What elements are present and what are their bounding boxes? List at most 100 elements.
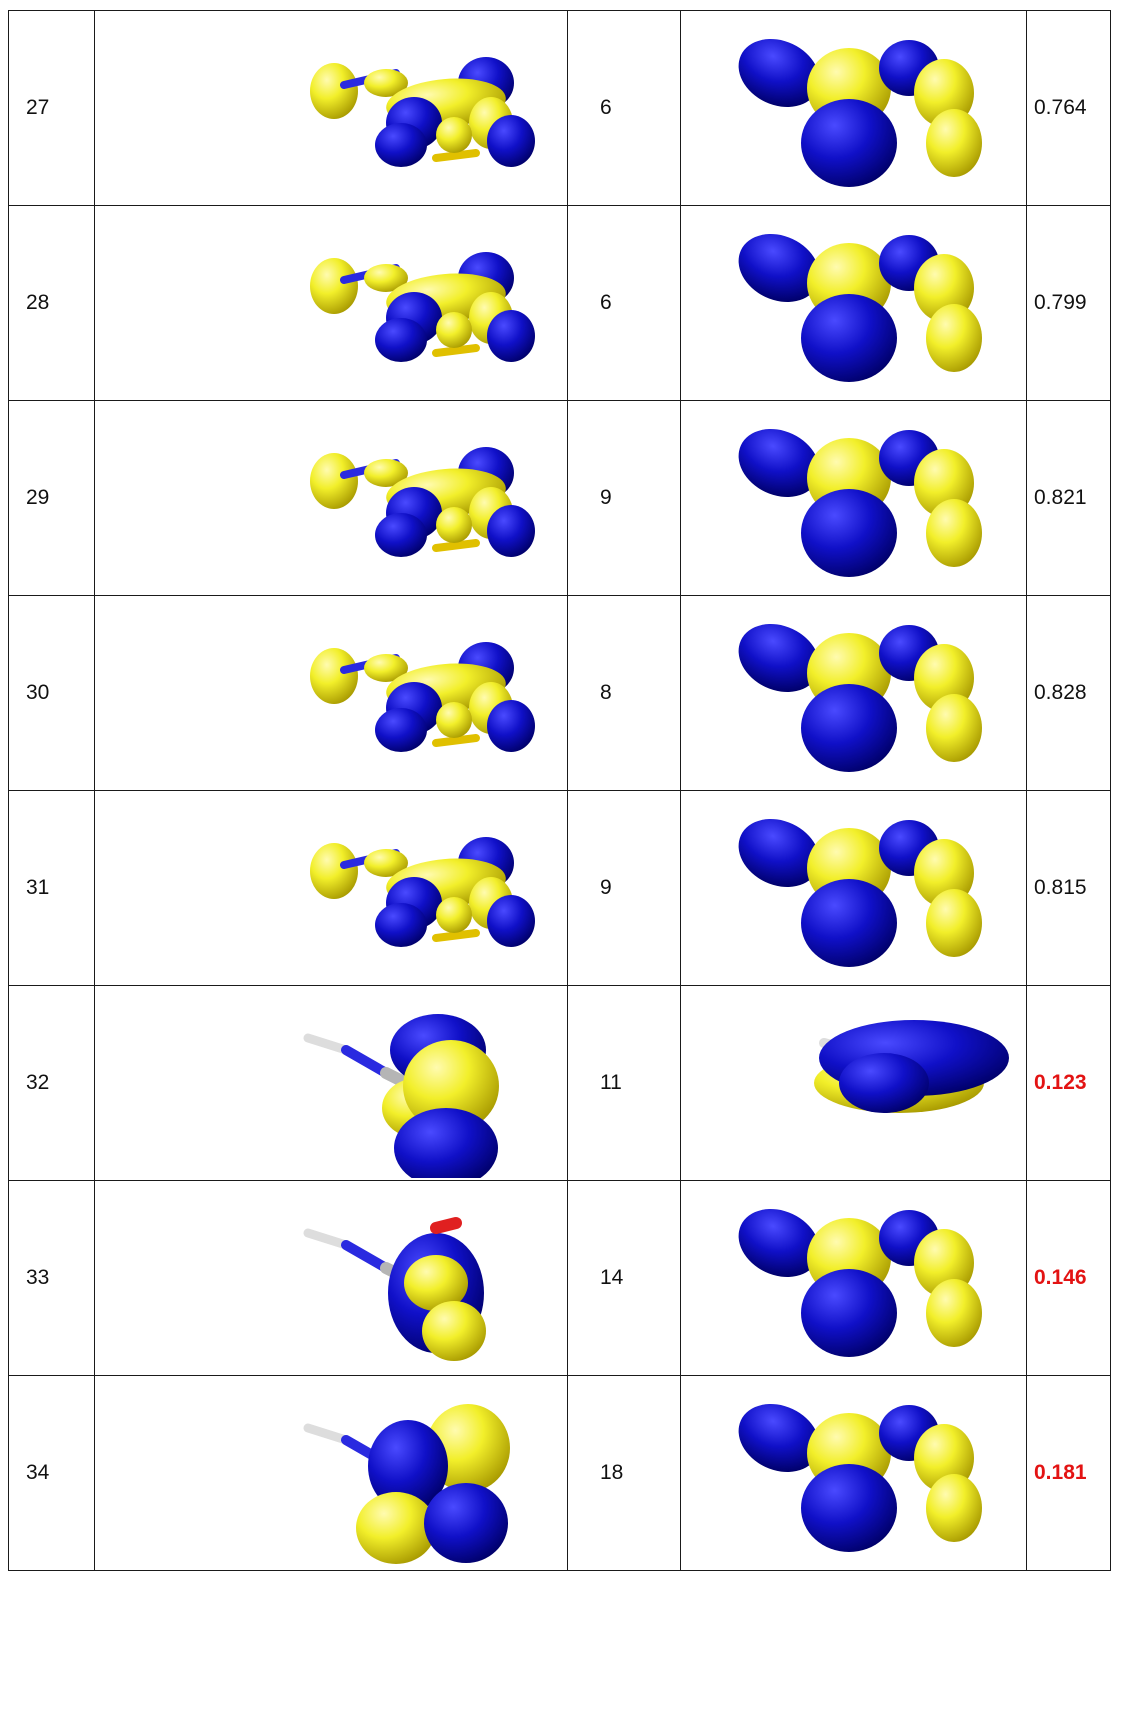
- orbital-render: [303, 1217, 486, 1361]
- positive-lobe: [310, 648, 358, 704]
- negative-lobe: [738, 1208, 819, 1278]
- negative-lobe: [368, 1420, 448, 1512]
- row-count: 6: [567, 205, 681, 401]
- orbital-image-b: [680, 400, 1027, 596]
- orbital-render: [310, 252, 535, 362]
- negative-lobe: [375, 513, 427, 557]
- row-id: 32: [8, 985, 95, 1181]
- negative-lobe: [375, 708, 427, 752]
- orbital-image-a: [94, 985, 568, 1181]
- positive-lobe: [364, 459, 408, 487]
- orbital-image-b: [680, 1375, 1027, 1571]
- orbital-table: 27 6 0.764 28 6 0.799 29: [8, 10, 1111, 1571]
- bond-stick: [303, 1228, 351, 1250]
- negative-lobe: [738, 38, 819, 108]
- positive-lobe: [925, 1474, 982, 1542]
- orbital-render: [310, 837, 535, 947]
- table-row: 29 9 0.821: [8, 400, 1111, 596]
- positive-lobe: [310, 258, 358, 314]
- row-id: 33: [8, 1180, 95, 1376]
- orbital-render: [303, 1404, 510, 1564]
- positive-lobe: [310, 63, 358, 119]
- row-count: 18: [567, 1375, 681, 1571]
- orbital-image-a: [94, 10, 568, 206]
- table-row: 32 11 0.123: [8, 985, 1111, 1181]
- positive-lobe: [925, 304, 982, 372]
- orbital-image-b: [680, 205, 1027, 401]
- positive-lobe: [925, 499, 982, 567]
- orbital-image-a: [94, 790, 568, 986]
- table-row: 31 9 0.815: [8, 790, 1111, 986]
- row-count: 8: [567, 595, 681, 791]
- orbital-image-b: [680, 1180, 1027, 1376]
- negative-lobe: [800, 879, 897, 967]
- orbital-image-b: [680, 595, 1027, 791]
- row-value: 0.815: [1026, 790, 1111, 986]
- orbital-image-a: [94, 205, 568, 401]
- table-row: 33 14 0.146: [8, 1180, 1111, 1376]
- negative-lobe: [394, 1108, 498, 1178]
- orbital-image-a: [94, 400, 568, 596]
- row-value: 0.764: [1026, 10, 1111, 206]
- positive-lobe: [364, 69, 408, 97]
- bond-stick: [432, 734, 480, 747]
- positive-lobe: [436, 312, 472, 348]
- bond-stick: [432, 929, 480, 942]
- negative-lobe: [738, 233, 819, 303]
- positive-lobe: [404, 1255, 468, 1311]
- orbital-render: [738, 1208, 982, 1357]
- row-id: 28: [8, 205, 95, 401]
- orbital-render: [303, 1014, 499, 1178]
- row-id: 27: [8, 10, 95, 206]
- orbital-image-a: [94, 595, 568, 791]
- bond-stick: [430, 1217, 462, 1234]
- bond-stick: [432, 344, 480, 357]
- negative-lobe: [487, 700, 535, 752]
- positive-lobe: [436, 702, 472, 738]
- orbital-image-a: [94, 1375, 568, 1571]
- orbital-render: [813, 1020, 1009, 1113]
- negative-lobe: [800, 489, 897, 577]
- row-count: 9: [567, 790, 681, 986]
- bond-stick: [432, 149, 480, 162]
- positive-lobe: [364, 654, 408, 682]
- bond-stick: [303, 1033, 351, 1055]
- positive-lobe: [364, 849, 408, 877]
- positive-lobe: [436, 507, 472, 543]
- positive-lobe: [356, 1492, 436, 1564]
- row-count: 9: [567, 400, 681, 596]
- bond-stick: [341, 1045, 391, 1078]
- positive-lobe: [436, 897, 472, 933]
- table-row: 27 6 0.764: [8, 10, 1111, 206]
- negative-lobe: [838, 1053, 929, 1113]
- row-value: 0.123: [1026, 985, 1111, 1181]
- positive-lobe: [364, 264, 408, 292]
- row-count: 6: [567, 10, 681, 206]
- positive-lobe: [925, 889, 982, 957]
- row-id: 31: [8, 790, 95, 986]
- negative-lobe: [800, 684, 897, 772]
- negative-lobe: [800, 294, 897, 382]
- orbital-render: [310, 447, 535, 557]
- orbital-render: [738, 428, 982, 577]
- negative-lobe: [487, 505, 535, 557]
- row-id: 30: [8, 595, 95, 791]
- table-body: 27 6 0.764 28 6 0.799 29: [8, 10, 1111, 1571]
- positive-lobe: [925, 694, 982, 762]
- orbital-render: [738, 818, 982, 967]
- orbital-render: [310, 57, 535, 167]
- bond-stick: [341, 1240, 391, 1273]
- bond-stick: [303, 1423, 351, 1445]
- positive-lobe: [925, 109, 982, 177]
- negative-lobe: [487, 115, 535, 167]
- row-count: 14: [567, 1180, 681, 1376]
- positive-lobe: [403, 1040, 499, 1132]
- negative-lobe: [375, 318, 427, 362]
- positive-lobe: [436, 117, 472, 153]
- table-row: 34 18 0.181: [8, 1375, 1111, 1571]
- negative-lobe: [487, 310, 535, 362]
- negative-lobe: [738, 1403, 819, 1473]
- positive-lobe: [310, 843, 358, 899]
- positive-lobe: [310, 453, 358, 509]
- orbital-image-b: [680, 985, 1027, 1181]
